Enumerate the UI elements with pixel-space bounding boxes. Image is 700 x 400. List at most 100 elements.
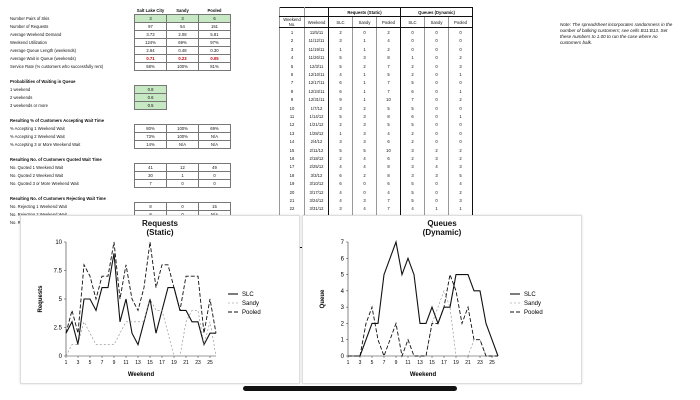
data-cell[interactable]: 3 (328, 137, 353, 146)
data-cell[interactable]: 7 (376, 78, 401, 88)
data-cell[interactable]: 7 (279, 78, 305, 88)
data-cell[interactable]: 0 (424, 196, 449, 205)
value-cell[interactable]: 41 (134, 163, 167, 172)
data-cell[interactable]: 5 (352, 145, 377, 155)
data-cell[interactable]: 3 (328, 204, 353, 213)
data-cell[interactable]: 0 (448, 137, 473, 146)
value-cell[interactable]: 2.08 (166, 30, 199, 39)
data-cell[interactable]: 5 (376, 103, 401, 113)
data-cell[interactable]: 2 (376, 45, 401, 54)
data-cell[interactable]: 6 (328, 179, 353, 188)
column-header[interactable]: Weekend No. (279, 16, 305, 29)
data-cell[interactable]: 3 (352, 112, 377, 121)
data-cell[interactable]: 16 (279, 154, 305, 163)
value-cell[interactable]: 0.71 (134, 54, 167, 63)
value-cell[interactable]: 7 (134, 179, 167, 188)
probability-cell[interactable]: 0.6 (134, 93, 167, 102)
data-cell[interactable]: 2 (424, 145, 449, 155)
row-label[interactable]: 3 weekends or more (10, 103, 48, 108)
row-label[interactable]: Number Pairs of Skis (10, 16, 50, 21)
data-cell[interactable]: 0 (424, 137, 449, 146)
data-cell[interactable]: 3 (400, 162, 425, 172)
data-cell[interactable]: 3/17/12 (304, 187, 329, 197)
data-cell[interactable]: 4 (376, 187, 401, 197)
value-cell[interactable]: 12 (166, 163, 199, 172)
data-cell[interactable]: 0 (352, 187, 377, 197)
data-cell[interactable]: 2 (448, 154, 473, 163)
data-cell[interactable]: 10 (279, 103, 305, 113)
data-cell[interactable]: 2 (279, 36, 305, 46)
data-cell[interactable]: 11/26/11 (304, 53, 329, 62)
col-header-pooled[interactable]: Pooled (207, 8, 222, 13)
data-cell[interactable]: 6 (400, 112, 425, 121)
data-cell[interactable]: 0 (424, 61, 449, 71)
data-cell[interactable]: 0 (424, 187, 449, 197)
data-cell[interactable]: 4 (328, 162, 353, 172)
row-label[interactable]: Average Wait in Queue (weekends) (10, 56, 76, 61)
data-cell[interactable]: 0 (424, 112, 449, 121)
data-cell[interactable]: 1 (352, 78, 377, 88)
probability-cell[interactable]: 0.8 (134, 85, 167, 94)
value-cell[interactable]: 97 (134, 22, 167, 31)
data-cell[interactable]: 14 (279, 137, 305, 146)
data-cell[interactable]: 7 (376, 204, 401, 213)
data-cell[interactable]: 12/3/11 (304, 61, 329, 71)
data-cell[interactable]: 3 (352, 120, 377, 130)
data-cell[interactable]: 0 (448, 103, 473, 113)
data-cell[interactable]: 7 (400, 95, 425, 104)
data-cell[interactable]: 20 (279, 187, 305, 197)
data-cell[interactable]: 0 (424, 53, 449, 62)
value-cell[interactable]: 6 (198, 14, 231, 23)
chart-queues[interactable]: Queues (Dynamic) 0 1 2 3 4 5 6 7 1 3 5 7 9 11 13 15 17 19 2… (302, 215, 582, 384)
data-cell[interactable]: 1/7/12 (304, 103, 329, 113)
data-cell[interactable]: 1/28/12 (304, 129, 329, 138)
value-cell[interactable]: 100% (166, 62, 199, 71)
data-cell[interactable]: 13 (279, 129, 305, 138)
data-cell[interactable]: 12/31/11 (304, 95, 329, 104)
data-cell[interactable]: 2 (400, 129, 425, 138)
data-cell[interactable]: 4 (352, 204, 377, 213)
data-cell[interactable]: 1 (328, 129, 353, 138)
data-cell[interactable]: 8 (279, 87, 305, 96)
data-cell[interactable]: 1 (352, 36, 377, 46)
column-header[interactable]: SLC (328, 16, 353, 29)
data-cell[interactable]: 0 (448, 78, 473, 88)
data-cell[interactable]: 12/10/11 (304, 70, 329, 79)
col-header-sandy[interactable]: Sandy (176, 8, 189, 13)
home-indicator[interactable] (243, 386, 457, 391)
data-cell[interactable]: 2 (376, 27, 401, 37)
value-cell[interactable]: 80% (134, 124, 167, 133)
data-cell[interactable]: 0 (424, 78, 449, 88)
data-cell[interactable]: 0 (424, 103, 449, 113)
data-cell[interactable]: 2 (400, 70, 425, 79)
chart-requests[interactable]: Requests (Static) 0 2.5 5 7.5 10 1 3 5 7 9 11 13 15 17… (20, 215, 300, 384)
data-cell[interactable]: 0 (400, 27, 425, 37)
row-label[interactable]: No. Rejecting 1 Weekend Wait (10, 204, 67, 209)
data-cell[interactable]: 0 (424, 27, 449, 37)
value-cell[interactable]: 81% (198, 62, 231, 71)
data-cell[interactable]: 7 (376, 61, 401, 71)
data-cell[interactable]: 8 (376, 171, 401, 180)
data-cell[interactable]: 2 (448, 53, 473, 62)
data-cell[interactable]: 3 (424, 171, 449, 180)
value-cell[interactable]: 97% (198, 38, 231, 47)
data-cell[interactable]: 11/19/11 (304, 45, 329, 54)
probability-cell[interactable]: 0.5 (134, 101, 167, 110)
column-header[interactable]: Pooled (448, 16, 473, 29)
row-label[interactable]: % Accepting 1 Weekend Wait (10, 126, 65, 131)
group-header-queues[interactable]: Queues (Dynamic) (400, 7, 473, 18)
data-cell[interactable]: 4 (448, 179, 473, 188)
column-header[interactable]: Pooled (376, 16, 401, 29)
value-cell[interactable]: 0 (166, 179, 199, 188)
data-cell[interactable]: 0 (352, 27, 377, 37)
value-cell[interactable]: 73% (134, 132, 167, 141)
value-cell[interactable]: 0 (198, 171, 231, 180)
row-label[interactable]: % Accepting 2 Weekend Wait (10, 134, 65, 139)
data-cell[interactable]: 1 (352, 70, 377, 79)
data-cell[interactable]: 2 (400, 154, 425, 163)
data-cell[interactable]: 5 (328, 112, 353, 121)
data-cell[interactable]: 4 (328, 187, 353, 197)
data-cell[interactable]: 5 (448, 171, 473, 180)
data-cell[interactable]: 5 (400, 120, 425, 130)
data-cell[interactable]: 4 (279, 53, 305, 62)
